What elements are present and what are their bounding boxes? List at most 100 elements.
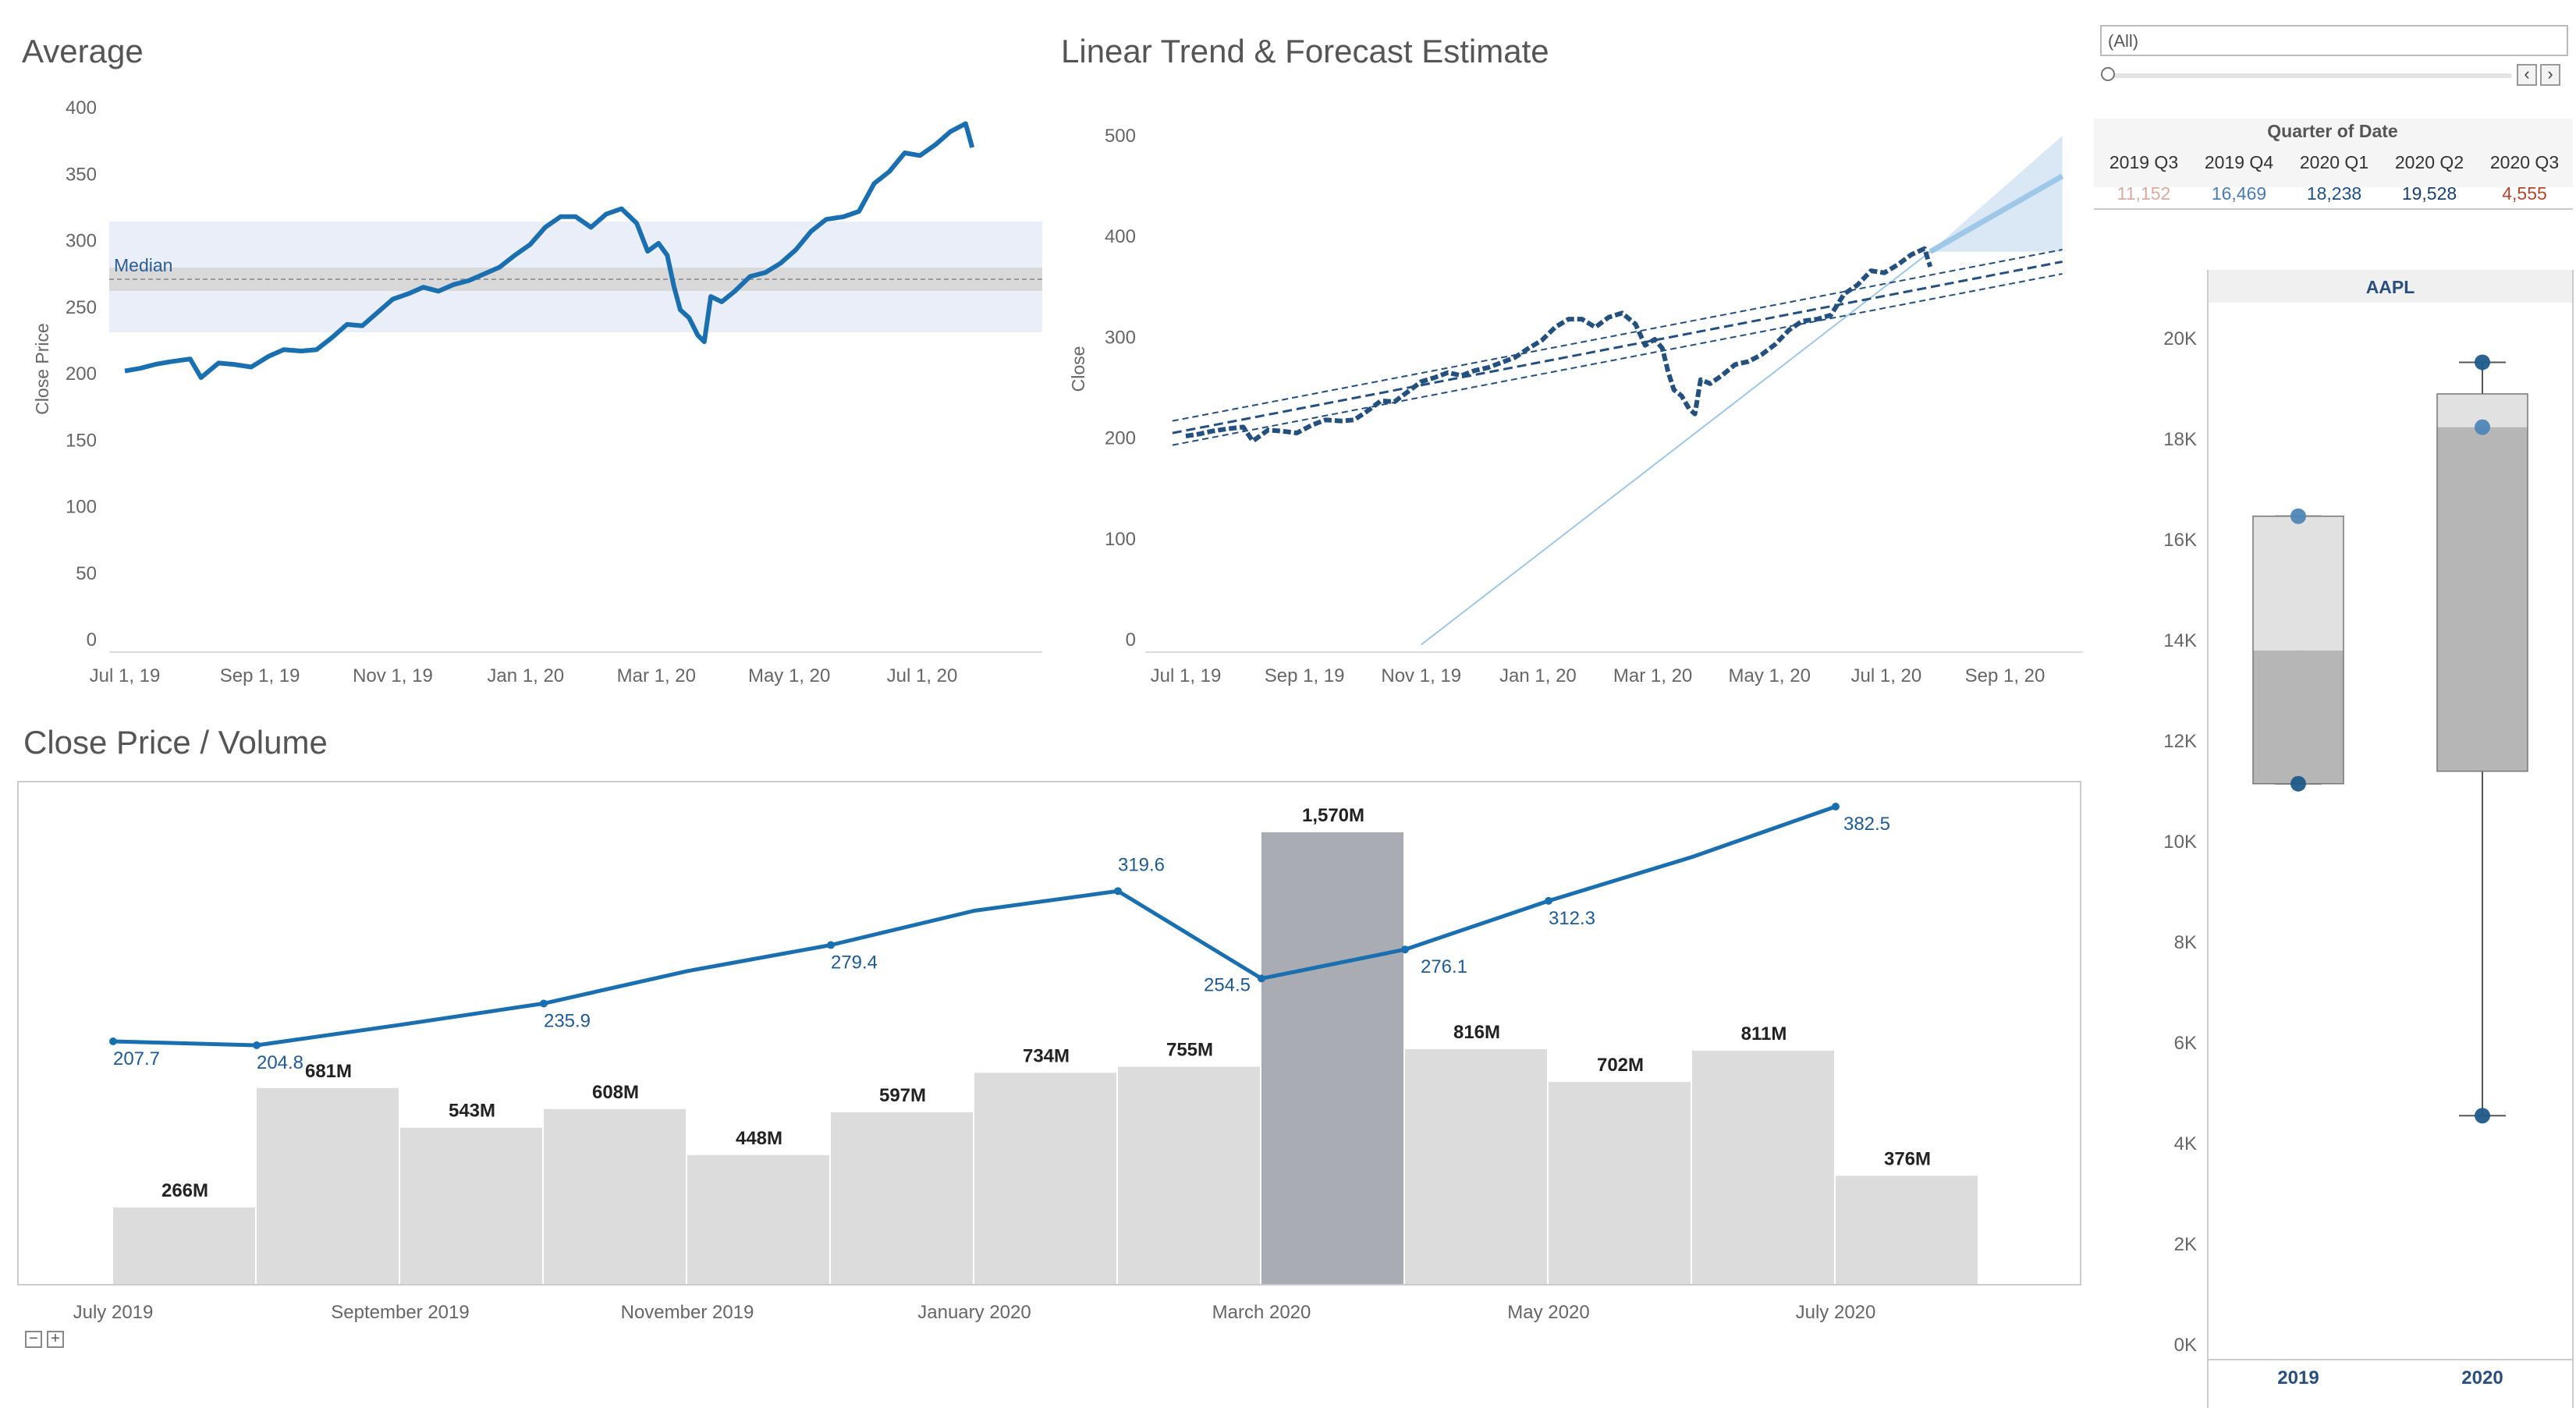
boxplot-ytick-label: 18K — [2163, 429, 2197, 450]
forecast-band — [1930, 136, 2063, 252]
quarter-table: Quarter of Date 2019 Q3 11,152 2019 Q4 16,4… — [2094, 119, 2573, 210]
boxplot-lower-box — [2437, 427, 2528, 771]
volume-bar[interactable] — [831, 1112, 973, 1284]
volume-bar-label: 266M — [161, 1180, 208, 1201]
trend-ytick-label: 300 — [1105, 327, 1136, 348]
date-filter-slider-knob[interactable] — [2101, 67, 2115, 81]
plus-box-icon[interactable]: + — [47, 1331, 64, 1348]
trend-ytick-label: 100 — [1105, 529, 1136, 550]
volume-bar[interactable] — [257, 1087, 399, 1284]
boxplot-ytick-label: 2K — [2174, 1234, 2197, 1255]
volume-bar-label: 734M — [1023, 1045, 1070, 1066]
average-xtick-label: Sep 1, 19 — [220, 665, 300, 686]
volume-xtick-label: July 2020 — [1796, 1302, 1876, 1323]
close-price-point[interactable] — [1545, 896, 1552, 905]
close-price-point[interactable] — [1114, 887, 1122, 896]
trend-title: Linear Trend & Forecast Estimate — [1061, 33, 1549, 69]
average-ytick-label: 200 — [66, 364, 97, 385]
boxplot-box-outline — [2436, 393, 2528, 772]
volume-bar[interactable] — [1692, 1050, 1834, 1284]
close-price-label: 204.8 — [257, 1052, 303, 1073]
trend-lower-line — [1172, 273, 2063, 446]
volume-bars — [113, 832, 1978, 1284]
quarter-column-header: 2019 Q3 — [2109, 152, 2178, 172]
trend-ytick-label: 500 — [1105, 126, 1136, 147]
average-xtick-label: Nov 1, 19 — [353, 665, 433, 686]
volume-xtick-label: March 2020 — [1212, 1302, 1311, 1323]
trend-xtick-labels: Jul 1, 19 Sep 1, 19 Nov 1, 19 Jan 1, 20 Mar … — [1151, 665, 2046, 686]
trend-xtick-label: Sep 1, 20 — [1965, 665, 2046, 686]
close-price-point[interactable] — [109, 1037, 117, 1046]
quarter-column-header: 2019 Q4 — [2205, 152, 2273, 172]
chevron-right-icon[interactable]: › — [2540, 64, 2560, 86]
volume-bar-label: 1,570M — [1302, 805, 1364, 826]
trend-xtick-label: May 1, 20 — [1729, 665, 1811, 686]
close-price-point[interactable] — [540, 999, 548, 1008]
minus-box-icon[interactable]: − — [25, 1331, 42, 1348]
average-median-label: Median — [114, 255, 172, 275]
volume-bar[interactable] — [1549, 1082, 1691, 1284]
volume-bar[interactable] — [1261, 832, 1403, 1284]
boxplot-category-labels: 2019 2020 — [2277, 1367, 2503, 1388]
average-ytick-label: 50 — [76, 563, 97, 584]
boxplot-ytick-label: 14K — [2163, 630, 2197, 651]
volume-bar-labels: 266M 681M 543M 608M 448M 597M 734M 755M 1,570M 81… — [161, 805, 1931, 1201]
quarter-column-value[interactable]: 11,152 — [2117, 183, 2171, 204]
trend-ylabel: Close — [1068, 346, 1088, 392]
volume-bar[interactable] — [974, 1073, 1116, 1284]
volume-bar[interactable] — [400, 1127, 542, 1284]
close-price-point[interactable] — [253, 1041, 261, 1049]
volume-bar-label: 681M — [305, 1061, 352, 1082]
chevron-left-icon[interactable]: ‹ — [2517, 64, 2537, 86]
average-ytick-label: 150 — [66, 430, 97, 451]
date-filter-slider-track[interactable] — [2106, 73, 2512, 78]
average-ytick-label: 100 — [66, 497, 97, 518]
trend-xtick-label: Nov 1, 19 — [1381, 665, 1461, 686]
average-ytick-label: 350 — [66, 164, 97, 185]
forecast-line — [1928, 173, 2064, 254]
boxplot-point[interactable] — [2475, 419, 2490, 435]
average-xtick-labels: Jul 1, 19 Sep 1, 19 Nov 1, 19 Jan 1, 20 Mar … — [90, 665, 958, 686]
quarter-columns: 2019 Q3 11,152 2019 Q4 16,469 2020 Q1 18,238 2… — [2109, 152, 2559, 204]
quarter-column-header: 2020 Q1 — [2300, 152, 2368, 172]
boxplot-ytick-label: 8K — [2174, 932, 2197, 953]
boxplot-point[interactable] — [2290, 775, 2306, 792]
close-price-point[interactable] — [1832, 803, 1840, 810]
volume-bar[interactable] — [1118, 1066, 1260, 1284]
average-xtick-label: May 1, 20 — [748, 665, 830, 686]
quarter-column-header: 2020 Q3 — [2490, 152, 2559, 172]
trend-xtick-label: Jan 1, 20 — [1499, 665, 1577, 686]
volume-bar[interactable] — [1405, 1049, 1547, 1284]
boxplot-ytick-label: 10K — [2163, 832, 2197, 853]
close-price-point[interactable] — [1401, 945, 1409, 954]
quarter-column-value[interactable]: 18,238 — [2307, 183, 2361, 204]
boxplot-point[interactable] — [2475, 1108, 2490, 1124]
trend-xtick-label: Jul 1, 20 — [1851, 665, 1922, 686]
volume-bar-label: 597M — [879, 1085, 926, 1106]
boxplot-category-label: 2020 — [2461, 1367, 2503, 1388]
volume-bar[interactable] — [687, 1154, 829, 1284]
volume-bar[interactable] — [544, 1108, 686, 1284]
average-ylabel: Close Price — [32, 323, 52, 415]
boxplot-ytick-label: 16K — [2163, 530, 2197, 551]
date-filter-dropdown[interactable]: (All) — [2100, 25, 2568, 56]
volume-bar[interactable] — [113, 1207, 255, 1284]
average-ytick-label: 300 — [66, 231, 97, 252]
close-price-label: 235.9 — [544, 1010, 591, 1031]
close-price-point[interactable] — [827, 941, 835, 949]
volume-xtick-label: January 2020 — [917, 1302, 1031, 1323]
quarter-column-value[interactable]: 19,528 — [2402, 183, 2457, 204]
trend-xtick-label: Jul 1, 19 — [1151, 665, 1222, 686]
quarter-column-value[interactable]: 4,555 — [2502, 183, 2547, 204]
volume-xtick-labels: July 2019 September 2019 November 2019 Janu… — [73, 1302, 1876, 1323]
volume-bar[interactable] — [1836, 1176, 1978, 1284]
forecast-trend-line — [1421, 250, 1931, 646]
boxplot-point[interactable] — [2475, 354, 2490, 371]
close-price-label: 254.5 — [1204, 974, 1251, 995]
boxplot-category-label: 2019 — [2277, 1367, 2319, 1388]
boxplot-point[interactable] — [2290, 508, 2306, 524]
trend-chart: Linear Trend & Forecast Estimate 500 400 3… — [1061, 33, 2083, 686]
close-price-point[interactable] — [1258, 974, 1265, 983]
quarter-column-value[interactable]: 16,469 — [2212, 183, 2266, 204]
boxplot-header-bg — [2208, 270, 2573, 303]
